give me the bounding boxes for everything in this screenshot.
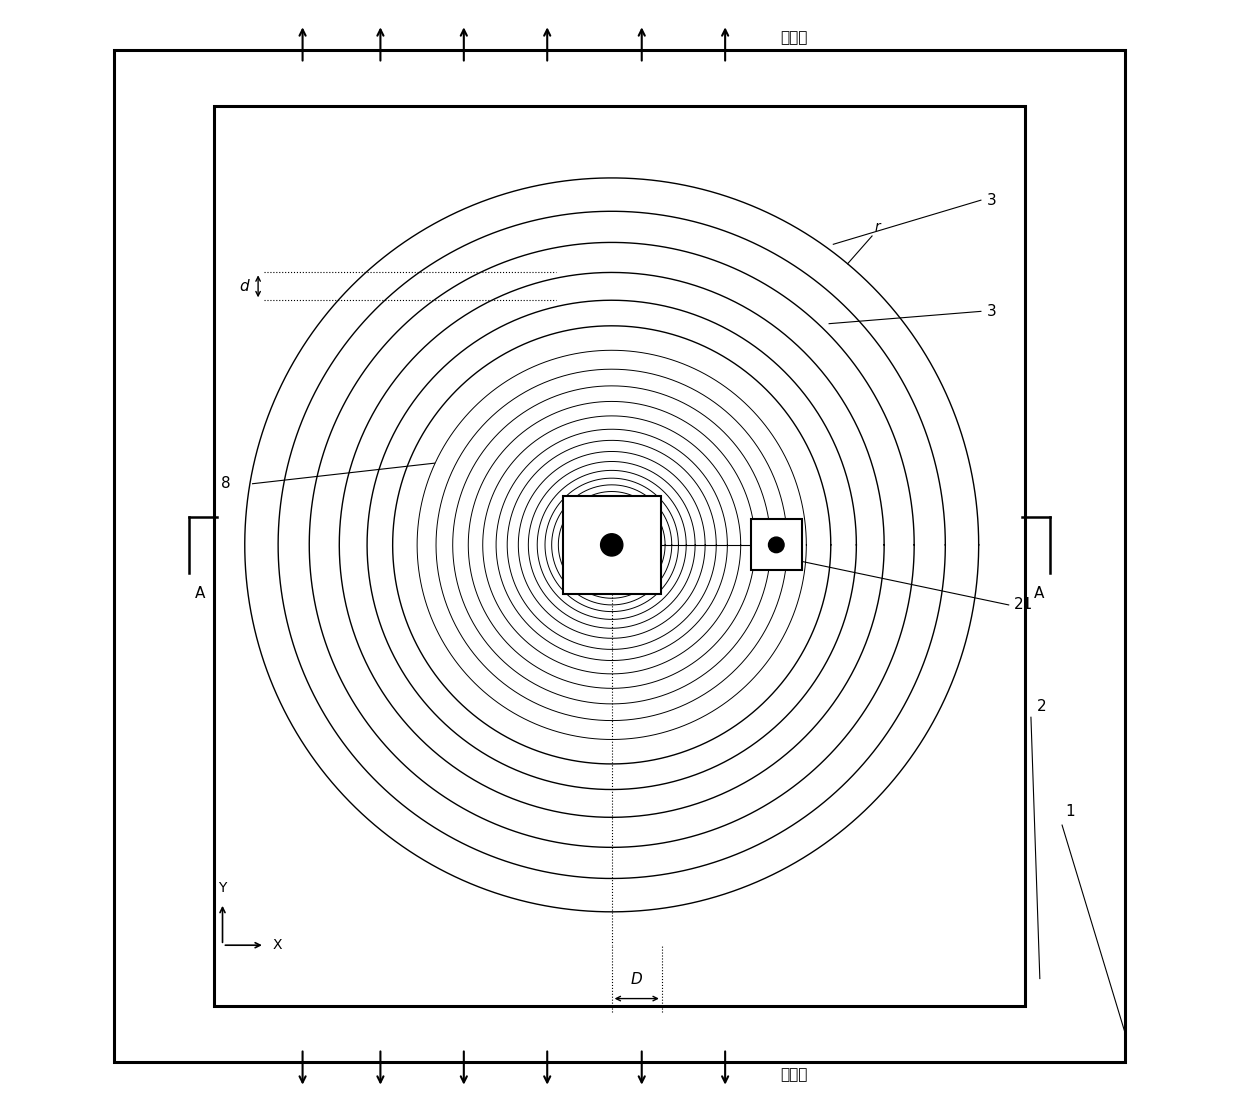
Bar bbox=[563, 496, 660, 594]
Text: 21: 21 bbox=[1015, 597, 1033, 613]
Circle shape bbox=[601, 534, 623, 556]
Text: A: A bbox=[195, 586, 206, 600]
Bar bbox=[213, 106, 1026, 1006]
Text: d: d bbox=[239, 279, 249, 294]
Text: 2: 2 bbox=[1037, 698, 1046, 714]
Text: 8: 8 bbox=[221, 476, 230, 492]
Text: D: D bbox=[631, 973, 643, 987]
Text: r: r bbox=[875, 220, 880, 234]
Text: 3: 3 bbox=[986, 304, 996, 319]
Text: 1: 1 bbox=[1066, 804, 1075, 820]
Text: 进风向: 进风向 bbox=[781, 1066, 808, 1082]
Text: X: X bbox=[273, 939, 282, 952]
Bar bbox=[751, 519, 802, 570]
Text: A: A bbox=[1033, 586, 1044, 600]
Text: 出风向: 出风向 bbox=[781, 30, 808, 46]
Text: Y: Y bbox=[218, 881, 227, 895]
Text: 3: 3 bbox=[986, 192, 996, 208]
Circle shape bbox=[768, 537, 784, 553]
